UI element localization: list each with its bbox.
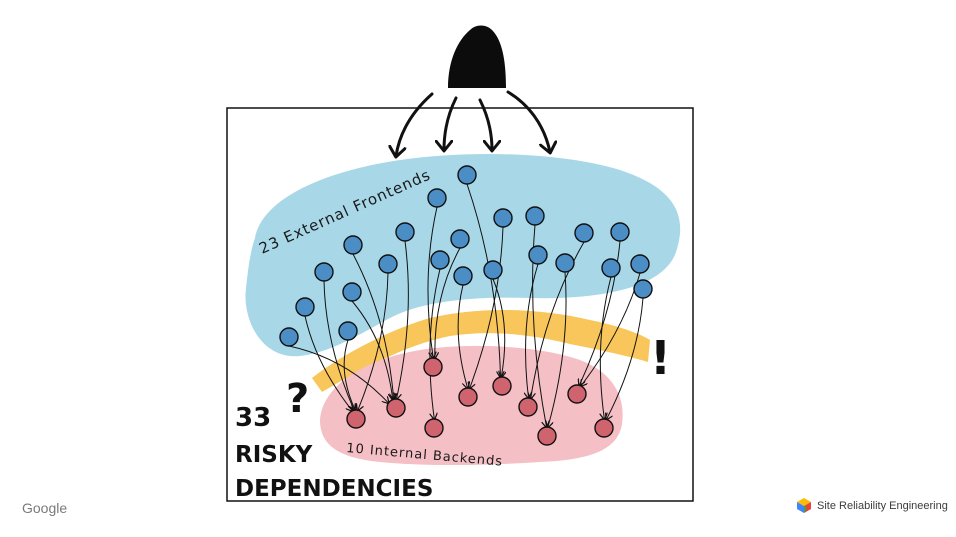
dependency-edge xyxy=(304,315,352,411)
frontend-node xyxy=(453,266,473,286)
google-logo-text: Google xyxy=(22,500,68,516)
question-mark: ? xyxy=(286,376,309,422)
risk-line-1: RISKY xyxy=(235,442,313,468)
frontend-node xyxy=(555,253,575,273)
dependency-edge xyxy=(600,276,612,419)
frontend-node xyxy=(525,206,545,226)
dependency-edge xyxy=(343,339,355,410)
frontend-node xyxy=(295,297,315,317)
backend-node xyxy=(386,398,406,418)
frontend-node xyxy=(630,254,650,274)
dependency-edge xyxy=(548,271,567,427)
backend-node xyxy=(537,426,557,446)
dependency-edge xyxy=(531,241,585,398)
frontend-node xyxy=(343,235,363,255)
diagram-frame xyxy=(226,107,694,502)
dependency-edge xyxy=(606,297,644,419)
frontend-node xyxy=(378,254,398,274)
frontend-node xyxy=(574,223,594,243)
dependency-edge xyxy=(323,280,354,410)
dependency-edge xyxy=(427,206,438,358)
user-arrow xyxy=(396,92,434,156)
sre-branding: Site Reliability Engineering xyxy=(797,498,948,513)
frontend-node xyxy=(342,282,362,302)
risk-number: 33 xyxy=(235,403,271,433)
backend-node xyxy=(594,418,614,438)
frontend-node xyxy=(314,262,334,282)
backend-nodes xyxy=(346,357,614,446)
dependency-edge xyxy=(351,300,393,400)
dependency-edge xyxy=(429,268,441,419)
frontend-node xyxy=(633,279,653,299)
dependency-edge xyxy=(352,253,394,399)
user-arrow xyxy=(444,96,458,150)
user-arrows xyxy=(396,90,550,156)
frontend-node xyxy=(601,258,621,278)
backend-node xyxy=(492,376,512,396)
backend-node xyxy=(424,418,444,438)
frontend-node xyxy=(610,222,630,242)
frontend-node xyxy=(430,250,450,270)
frontend-node xyxy=(450,229,470,249)
backend-node xyxy=(423,357,443,377)
frontend-node xyxy=(427,188,447,208)
dependency-edge xyxy=(396,240,409,399)
dependency-edge xyxy=(470,226,504,388)
dependency-edge xyxy=(288,345,389,403)
sre-logo-icon xyxy=(797,498,811,513)
dependency-edge xyxy=(492,278,505,377)
frontend-node xyxy=(457,165,477,185)
dependency-edge xyxy=(579,240,621,385)
frontend-node xyxy=(279,327,299,347)
frontend-nodes xyxy=(279,165,653,347)
frontend-node xyxy=(395,222,415,242)
dependency-edge xyxy=(358,272,389,410)
backend-node xyxy=(567,384,587,404)
backend-node xyxy=(458,387,478,407)
dependency-edges xyxy=(288,183,644,427)
risk-line-2: DEPENDENCIES xyxy=(235,476,433,502)
dependency-edge xyxy=(526,263,539,398)
backend-node xyxy=(518,397,538,417)
user-arrow xyxy=(478,98,492,150)
frontend-node xyxy=(493,208,513,228)
dependency-edge xyxy=(435,247,461,358)
exclamation-mark: ! xyxy=(650,331,671,385)
sre-label: Site Reliability Engineering xyxy=(817,499,948,512)
frontend-zone xyxy=(245,154,681,357)
frontend-node xyxy=(528,245,548,265)
user-arrow xyxy=(506,90,550,152)
user-icon xyxy=(448,25,506,88)
backend-node xyxy=(346,409,366,429)
dependency-edge xyxy=(457,284,467,388)
frontend-node xyxy=(338,321,358,341)
frontend-node xyxy=(483,260,503,280)
